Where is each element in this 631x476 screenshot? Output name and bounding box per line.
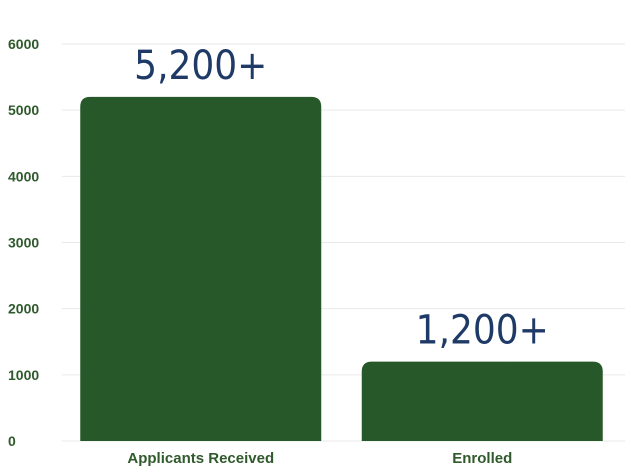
bar: [361, 361, 603, 441]
data-labels: 5,200+ 1,200+: [134, 43, 549, 354]
y-tick-label: 4000: [8, 168, 39, 184]
x-category-label: Applicants Received: [127, 450, 274, 467]
x-category-label: Enrolled: [452, 450, 512, 467]
data-label: 1,200+: [416, 308, 549, 354]
y-axis-ticks: 0 1000 2000 3000 4000 5000 6000: [8, 36, 39, 449]
y-tick-label: 2000: [8, 301, 39, 317]
category-labels: Applicants Received Enrolled: [127, 450, 512, 467]
data-label: 5,200+: [134, 43, 267, 89]
y-tick-label: 6000: [8, 36, 39, 52]
bars: [80, 96, 603, 441]
y-tick-label: 3000: [8, 235, 39, 251]
y-tick-label: 1000: [8, 367, 39, 383]
y-tick-label: 5000: [8, 102, 39, 118]
y-tick-label: 0: [8, 433, 16, 449]
bar: [80, 96, 322, 441]
